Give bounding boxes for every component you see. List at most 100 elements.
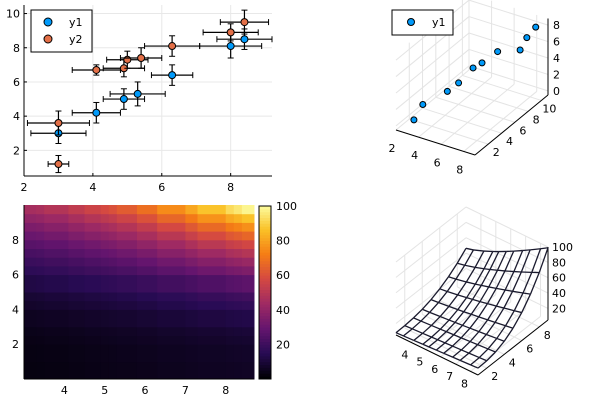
colorbar-segment — [259, 220, 271, 224]
grid-line — [468, 65, 549, 92]
z-tick-label: 0 — [553, 85, 560, 98]
z-tick-label: 80 — [552, 256, 566, 269]
wireframe-line — [448, 309, 459, 321]
wireframe-line — [520, 249, 531, 273]
heatmap-cell — [157, 344, 186, 363]
heatmap-cell — [225, 292, 235, 302]
colorbar-segment — [259, 255, 271, 259]
heatmap-cell — [233, 257, 243, 267]
wireframe-line — [477, 360, 488, 369]
heatmap-cell — [108, 222, 118, 232]
heatmap-cell — [36, 274, 45, 293]
colorbar-segment — [259, 272, 271, 276]
data-point — [92, 65, 101, 74]
heatmap-cell — [84, 213, 102, 223]
heatmap-cell — [157, 213, 186, 223]
heatmap-cell — [36, 257, 45, 267]
wireframe-line — [437, 291, 448, 303]
heatmap-cell — [68, 344, 86, 363]
heatmap-cell — [233, 239, 243, 249]
heatmap-cell — [233, 265, 243, 276]
wireframe-line — [487, 338, 498, 350]
wireframe-line — [479, 300, 488, 305]
heatmap-cell — [136, 239, 158, 249]
grid-line — [440, 301, 512, 358]
colorbar-segment — [259, 361, 271, 366]
y-tick-label: 4 — [13, 110, 20, 123]
legend: y1 — [391, 9, 454, 36]
wireframe-line — [470, 357, 480, 366]
wireframe-line — [469, 316, 480, 329]
y-tick-label: 6 — [13, 76, 20, 89]
heatmap-cell — [100, 257, 110, 267]
wireframe-line — [478, 348, 489, 359]
wireframe-line — [457, 297, 468, 310]
wireframe-line — [454, 321, 463, 326]
colorbar-segment — [259, 292, 271, 296]
heatmap-cell — [24, 205, 37, 215]
heatmap-cell — [136, 222, 158, 232]
wireframe-line — [469, 340, 478, 346]
heatmap-cell — [24, 300, 37, 310]
legend-label: y1 — [69, 16, 83, 29]
wireframe-line — [486, 288, 497, 304]
colorbar-segment — [259, 283, 271, 288]
colorbar-segment — [259, 332, 271, 337]
data-point — [54, 160, 63, 169]
heatmap-cell — [136, 361, 158, 380]
wireframe-line — [473, 249, 484, 252]
heatmap-cell — [157, 248, 186, 258]
colorbar-segment — [259, 309, 271, 314]
wireframe-line — [522, 292, 531, 295]
grid-line — [395, 49, 470, 110]
wireframe-line — [494, 340, 505, 353]
wireframe-line — [496, 305, 505, 309]
heatmap-cell — [116, 222, 138, 232]
data-point — [54, 118, 63, 127]
heatmap-cell — [108, 231, 118, 241]
x-tick-label: 8 — [456, 163, 463, 176]
colorbar-segment — [259, 298, 271, 302]
data-point — [240, 35, 249, 44]
colorbar-segment — [259, 252, 271, 256]
x-axis — [395, 129, 476, 156]
heatmap-cell — [241, 274, 255, 293]
colorbar-segment — [259, 214, 271, 219]
heatmap-cell — [24, 222, 37, 232]
wireframe-line — [529, 272, 540, 295]
wireframe-line — [477, 344, 489, 350]
wireframe-line — [488, 269, 499, 288]
y-tick-label: 2 — [13, 144, 20, 157]
heatmap-cell — [225, 344, 235, 363]
heatmap-cell — [157, 257, 186, 267]
heatmap-cell — [197, 300, 227, 310]
heatmap-cell — [136, 248, 158, 258]
heatmap-cell — [136, 213, 158, 223]
wireframe-line — [496, 337, 505, 342]
heatmap-cell — [36, 300, 45, 310]
data-point — [137, 54, 146, 63]
heatmap-cell — [116, 361, 138, 380]
heatmap-cell — [116, 239, 138, 249]
colorbar-segment — [259, 278, 271, 282]
wireframe-line — [497, 269, 506, 272]
wireframe-line — [505, 325, 514, 329]
heatmap-cell — [225, 205, 235, 215]
x-tick-label: 4 — [61, 384, 68, 397]
colorbar-segment — [259, 324, 271, 328]
wireframe-line — [452, 345, 462, 351]
heatmap-cell — [241, 257, 255, 267]
wireframe-line — [483, 251, 494, 270]
heatmap-cell — [136, 335, 158, 345]
heatmap-cell — [157, 300, 186, 310]
wireframe-line — [503, 290, 514, 309]
wireframe-line — [504, 250, 515, 272]
heatmap-cell — [68, 205, 86, 215]
heatmap-cell — [84, 239, 102, 249]
heatmap-cell — [24, 265, 37, 276]
x-tick-label: 7 — [446, 370, 453, 383]
wireframe-line — [489, 251, 500, 270]
heatmap-cell — [185, 257, 199, 267]
heatmap-cell — [185, 309, 199, 328]
colorbar-segment — [259, 260, 271, 265]
